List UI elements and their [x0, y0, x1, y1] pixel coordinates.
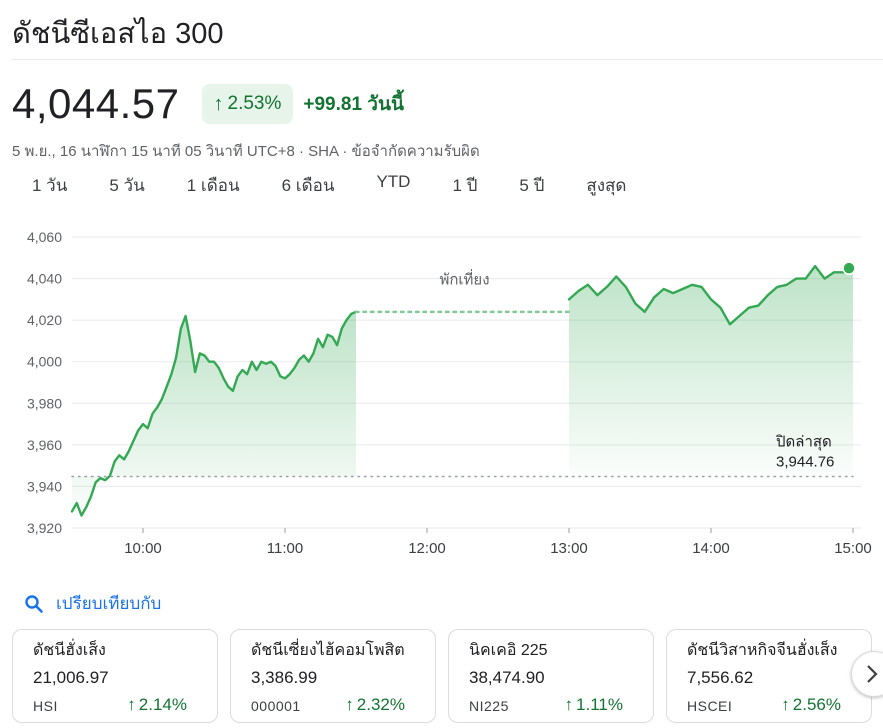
x-tick-label: 12:00 — [408, 540, 446, 557]
arrow-up-icon: ↑ — [781, 695, 790, 714]
price-chart[interactable]: ปิดล่าสุด 3,944.76 พักเที่ยง 4,060 4,040 4,0… — [0, 222, 883, 572]
divider — [12, 59, 883, 60]
index-change: ↑ 2.32% — [345, 695, 405, 715]
tab-5y[interactable]: 5 ปี — [519, 176, 545, 195]
x-tick-label: 14:00 — [692, 540, 730, 557]
change-absolute: +99.81 วันนี้ — [303, 94, 404, 115]
index-change: ↑ 2.56% — [781, 695, 841, 715]
last-price-dot — [842, 261, 856, 275]
tab-5d[interactable]: 5 วัน — [109, 176, 145, 195]
index-symbol: 000001 — [251, 698, 301, 714]
change-percent-badge: ↑ 2.53% — [201, 84, 294, 124]
arrow-up-icon: ↑ — [213, 92, 224, 115]
search-icon — [25, 594, 43, 613]
compare-label: เปรียบเทียบกับ — [56, 594, 162, 613]
index-change-value: 2.14% — [138, 695, 187, 714]
y-tick-label: 3,920 — [27, 520, 62, 536]
index-value: 38,474.90 — [469, 668, 545, 687]
tab-1m[interactable]: 1 เดือน — [186, 176, 240, 195]
page-title: ดัชนีซีเอสไอ 300 — [12, 18, 224, 50]
y-tick-label: 4,000 — [27, 354, 62, 370]
arrow-up-icon: ↑ — [127, 695, 136, 714]
previous-close-label: ปิดล่าสุด — [775, 434, 832, 452]
index-card-ni225[interactable]: นิคเคอิ 225 38,474.90 NI225 ↑ 1.11% — [448, 629, 654, 723]
index-change: ↑ 2.14% — [127, 695, 187, 715]
current-price: 4,044.57 — [12, 80, 180, 127]
index-symbol: HSI — [33, 698, 58, 714]
tab-max[interactable]: สูงสุด — [586, 176, 627, 195]
y-tick-label: 4,060 — [27, 229, 62, 245]
index-card-000001[interactable]: ดัชนีเซี่ยงไฮ้คอมโพสิต 3,386.99 000001 ↑… — [230, 629, 436, 723]
index-value: 3,386.99 — [251, 668, 318, 687]
tab-6m[interactable]: 6 เดือน — [281, 176, 335, 195]
index-change: ↑ 1.11% — [565, 695, 623, 715]
index-symbol: HSCEI — [687, 698, 733, 714]
y-tick-label: 3,980 — [27, 395, 62, 411]
compare-button[interactable]: เปรียบเทียบกับ — [24, 590, 161, 617]
y-tick-label: 4,020 — [27, 312, 62, 328]
tab-ytd[interactable]: YTD — [376, 172, 411, 191]
x-tick-label: 11:00 — [267, 540, 303, 557]
index-value: 7,556.62 — [687, 668, 754, 687]
x-tick-label: 13:00 — [550, 540, 588, 557]
previous-close-value: 3,944.76 — [776, 454, 834, 471]
index-change-value: 2.56% — [792, 695, 841, 714]
y-tick-label: 3,940 — [27, 478, 62, 494]
arrow-up-icon: ↑ — [345, 695, 354, 714]
change-percent: 2.53% — [227, 93, 282, 114]
index-change-value: 2.32% — [356, 695, 405, 714]
index-name: ดัชนีวิสาหกิจจีนฮั่งเส็ง — [687, 642, 838, 659]
y-tick-label: 3,960 — [27, 437, 62, 453]
series-area-0 — [72, 311, 356, 516]
index-name: ดัชนีเซี่ยงไฮ้คอมโพสิต — [251, 642, 405, 659]
index-change-value: 1.11% — [576, 695, 623, 714]
index-name: นิคเคอิ 225 — [469, 642, 548, 659]
tab-1d[interactable]: 1 วัน — [32, 176, 68, 195]
price-row: 4,044.57 ↑ 2.53% +99.81 วันนี้ — [12, 80, 404, 128]
x-tick-label: 15:00 — [834, 540, 872, 557]
x-tick-label: 10:00 — [124, 540, 162, 557]
tab-1y[interactable]: 1 ปี — [452, 176, 478, 195]
lunch-break-label: พักเที่ยง — [439, 269, 489, 289]
series-area-1 — [569, 266, 853, 477]
index-symbol: NI225 — [469, 698, 509, 714]
related-indices: ดัชนีฮั่งเส็ง 21,006.97 HSI ↑ 2.14% ดัชนี… — [12, 629, 883, 728]
y-tick-label: 4,040 — [27, 271, 62, 287]
arrow-up-icon: ↑ — [564, 695, 574, 714]
chevron-right-icon — [867, 665, 878, 683]
series-line-0 — [70, 310, 358, 517]
next-cards-button[interactable] — [851, 651, 883, 697]
index-name: ดัชนีฮั่งเส็ง — [33, 642, 106, 659]
quote-meta: 5 พ.ย., 16 นาฬิกา 15 นาที 05 วินาที UTC+… — [12, 143, 480, 160]
index-card-hscei[interactable]: ดัชนีวิสาหกิจจีนฮั่งเส็ง 7,556.62 HSCEI … — [666, 629, 872, 723]
index-card-hsi[interactable]: ดัชนีฮั่งเส็ง 21,006.97 HSI ↑ 2.14% — [12, 629, 218, 723]
range-tabs: 1 วัน 5 วัน 1 เดือน 6 เดือน YTD 1 ปี 5 ป… — [32, 172, 626, 200]
index-value: 21,006.97 — [33, 668, 109, 687]
series-line-1 — [567, 264, 855, 326]
